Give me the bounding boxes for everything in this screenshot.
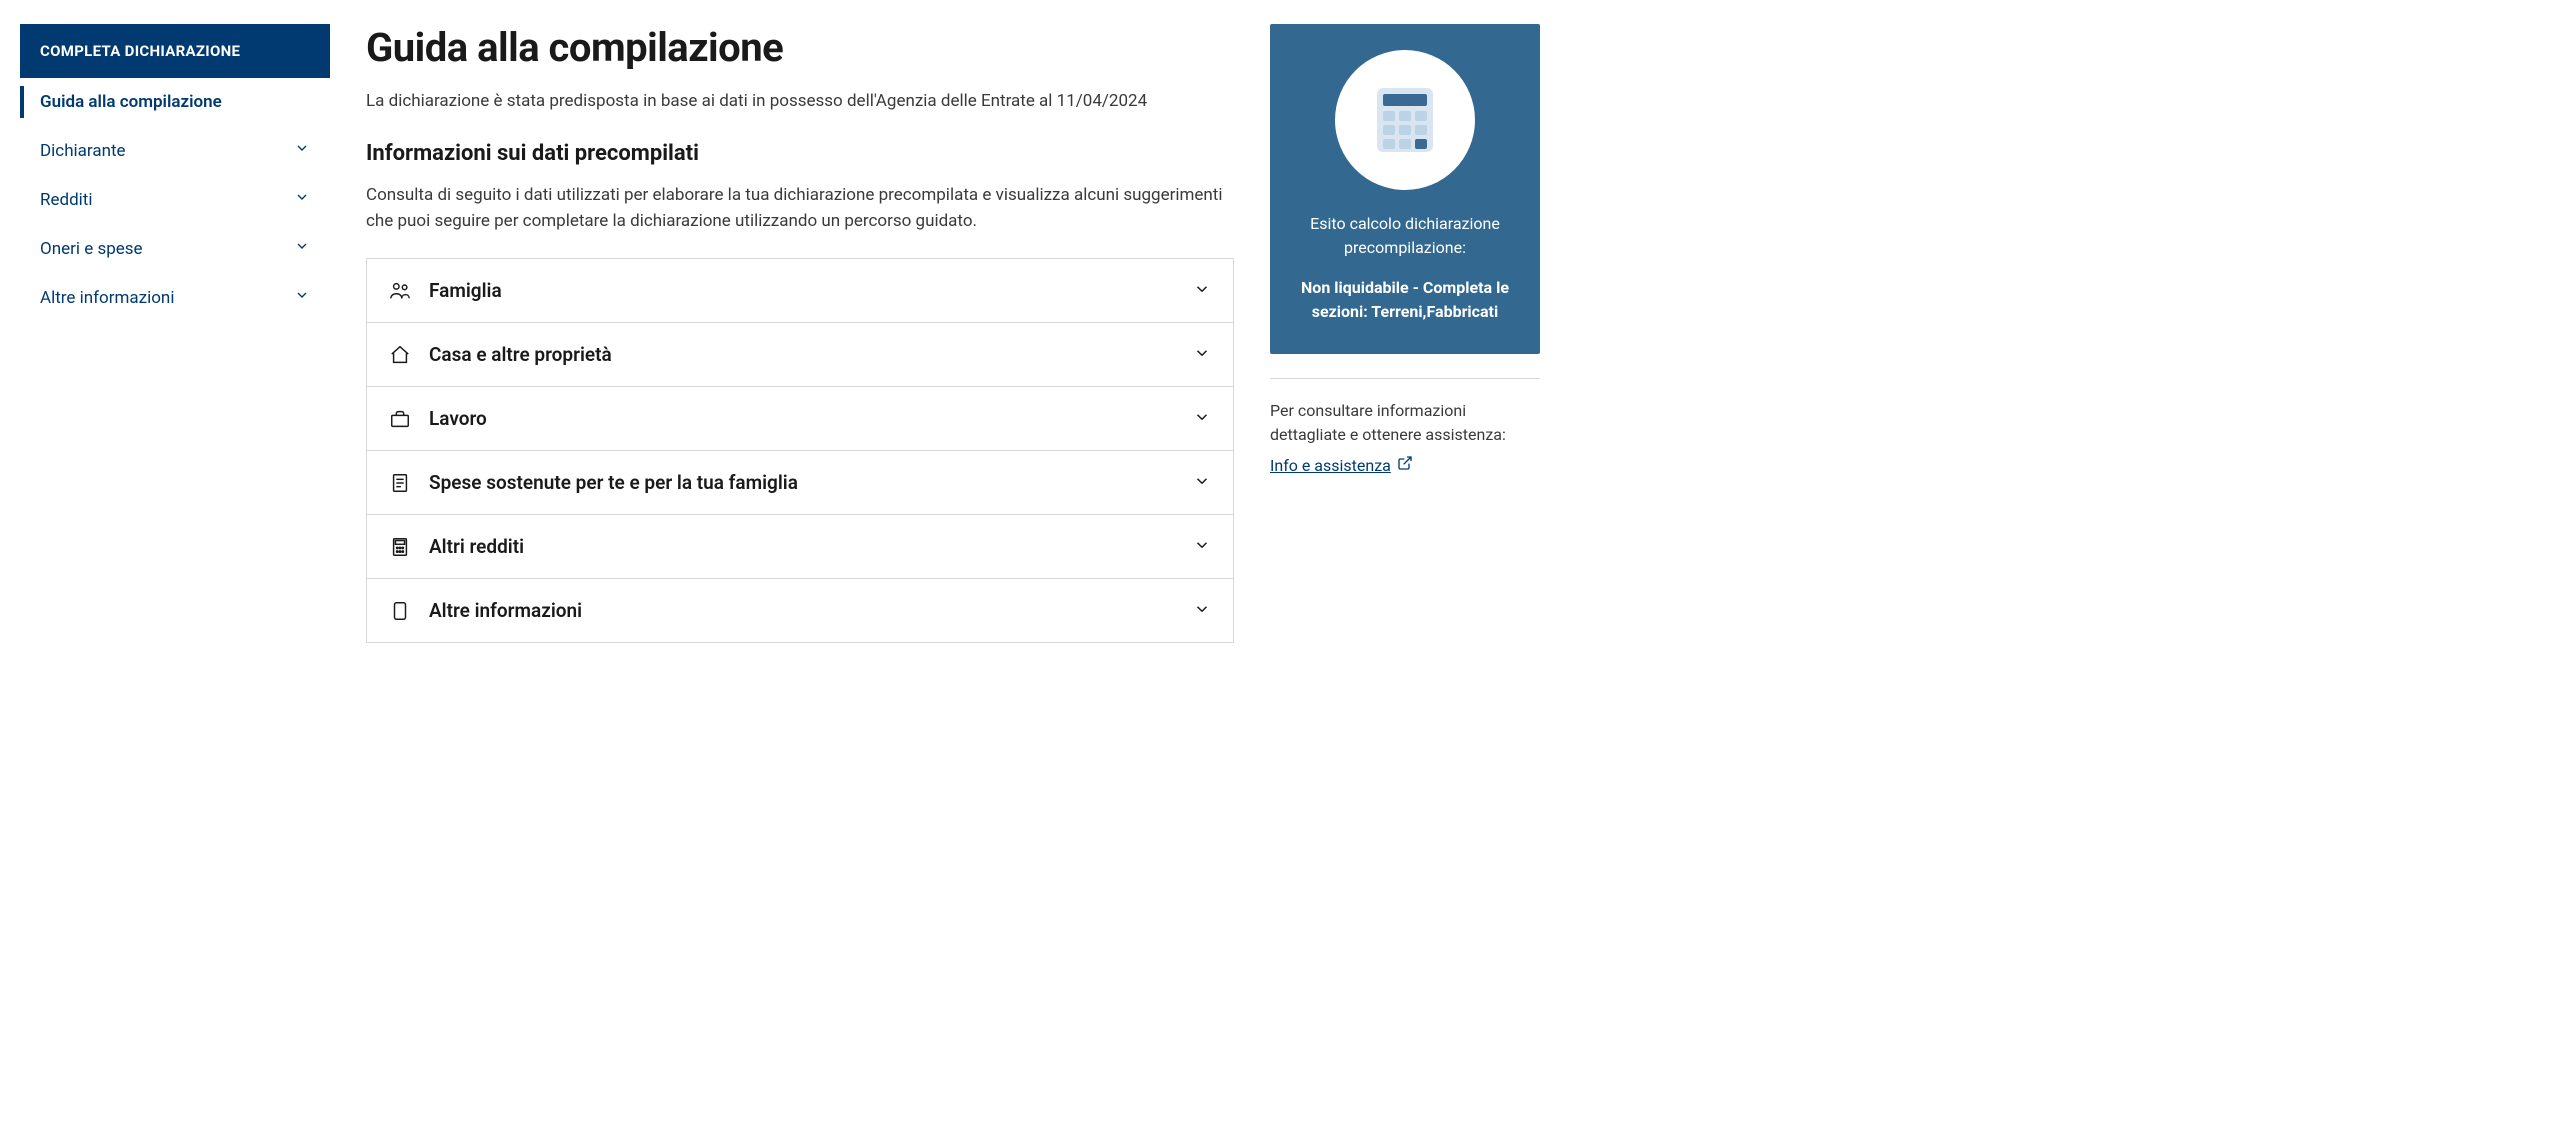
chevron-down-icon [294, 238, 310, 259]
chevron-down-icon [294, 189, 310, 210]
sidebar-item-label: Redditi [40, 190, 93, 210]
main-content: Guida alla compilazione La dichiarazione… [366, 24, 1234, 643]
sidebar-item-dichiarante[interactable]: Dichiarante [20, 126, 330, 175]
accordion-header[interactable]: Altre informazioni [367, 579, 1233, 642]
right-panel: Esito calcolo dichiarazione precompilazi… [1270, 24, 1540, 643]
sidebar-item-guida[interactable]: Guida alla compilazione [20, 78, 330, 126]
page-title: Guida alla compilazione [366, 24, 1234, 71]
sidebar-item-label: Guida alla compilazione [40, 92, 222, 112]
accordion-header[interactable]: Lavoro [367, 387, 1233, 450]
chevron-down-icon [1193, 536, 1211, 558]
sidebar-item-label: Altre informazioni [40, 288, 174, 308]
chevron-down-icon [1193, 600, 1211, 622]
help-desc: Per consultare informazioni dettagliate … [1270, 399, 1540, 447]
accordion-label: Altri redditi [429, 535, 1175, 558]
calc-result-card: Esito calcolo dichiarazione precompilazi… [1270, 24, 1540, 354]
chevron-down-icon [1193, 344, 1211, 366]
chevron-down-icon [294, 140, 310, 161]
accordion-header[interactable]: Famiglia [367, 259, 1233, 322]
sidebar-header: COMPLETA DICHIARAZIONE [20, 24, 330, 78]
help-link[interactable]: Info e assistenza [1270, 455, 1413, 475]
accordion-header[interactable]: Casa e altre proprietà [367, 323, 1233, 386]
page-intro: La dichiarazione è stata predisposta in … [366, 89, 1234, 115]
accordion-label: Spese sostenute per te e per la tua fami… [429, 471, 1175, 494]
external-link-icon [1397, 455, 1413, 475]
chevron-down-icon [1193, 408, 1211, 430]
accordion: Famiglia Casa e altre proprietà [366, 258, 1234, 643]
accordion-label: Casa e altre proprietà [429, 343, 1175, 366]
accordion-header[interactable]: Spese sostenute per te e per la tua fami… [367, 451, 1233, 514]
accordion-item-famiglia: Famiglia [367, 259, 1233, 323]
sidebar-item-label: Oneri e spese [40, 239, 143, 259]
calculator-icon [389, 536, 411, 558]
chevron-down-icon [294, 287, 310, 308]
section-desc: Consulta di seguito i dati utilizzati pe… [366, 182, 1234, 235]
calculator-illustration [1335, 50, 1475, 190]
help-box: Per consultare informazioni dettagliate … [1270, 378, 1540, 475]
accordion-item-spese: Spese sostenute per te e per la tua fami… [367, 451, 1233, 515]
briefcase-icon [389, 408, 411, 430]
accordion-item-casa: Casa e altre proprietà [367, 323, 1233, 387]
calc-result-label: Esito calcolo dichiarazione precompilazi… [1292, 212, 1518, 260]
accordion-item-lavoro: Lavoro [367, 387, 1233, 451]
section-heading: Informazioni sui dati precompilati [366, 141, 1234, 166]
chevron-down-icon [1193, 472, 1211, 494]
calc-result-value: Non liquidabile - Completa le sezioni: T… [1292, 276, 1518, 324]
sidebar-item-redditi[interactable]: Redditi [20, 175, 330, 224]
accordion-label: Altre informazioni [429, 599, 1175, 622]
sidebar-item-label: Dichiarante [40, 141, 126, 161]
accordion-item-altre-info: Altre informazioni [367, 579, 1233, 642]
accordion-header[interactable]: Altri redditi [367, 515, 1233, 578]
sidebar-nav: COMPLETA DICHIARAZIONE Guida alla compil… [20, 24, 330, 643]
accordion-item-altri-redditi: Altri redditi [367, 515, 1233, 579]
home-icon [389, 344, 411, 366]
sidebar-item-oneri[interactable]: Oneri e spese [20, 224, 330, 273]
help-link-label: Info e assistenza [1270, 456, 1391, 475]
chevron-down-icon [1193, 280, 1211, 302]
family-icon [389, 280, 411, 302]
document-icon [389, 472, 411, 494]
sidebar-item-altre-info[interactable]: Altre informazioni [20, 273, 330, 322]
accordion-label: Famiglia [429, 279, 1175, 302]
page-icon [389, 600, 411, 622]
accordion-label: Lavoro [429, 407, 1175, 430]
